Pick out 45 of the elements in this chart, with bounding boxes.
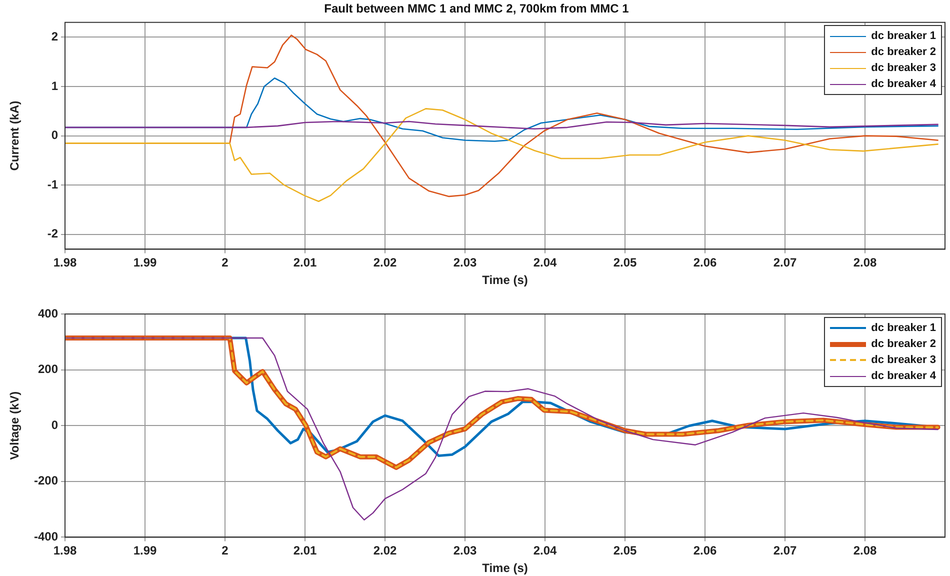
legend-label: dc breaker 2 (871, 46, 936, 58)
x-tick-label: 1.99 (133, 256, 157, 270)
x-tick-label: 2.04 (533, 256, 557, 270)
x-tick-label: 2.08 (853, 544, 877, 558)
x-tick-label: 2.01 (293, 544, 317, 558)
x-tick-label: 2 (222, 544, 229, 558)
y-tick-label: 0 (51, 128, 58, 142)
y-tick-label: -2 (47, 226, 58, 241)
y-tick-label: 1 (51, 78, 58, 93)
legend-label: dc breaker 4 (871, 78, 936, 90)
x-tick-label: 2.02 (373, 256, 397, 270)
x-tick-label: 2 (222, 256, 229, 270)
x-tick-label: 2.07 (773, 544, 797, 558)
y-axis-title: Current (kA) (8, 100, 22, 171)
x-tick-label: 2.06 (693, 256, 717, 270)
x-tick-label: 2.03 (453, 256, 477, 270)
chart-title: Fault between MMC 1 and MMC 2, 700km from MMC 1 (324, 2, 630, 16)
y-tick-label: 0 (51, 418, 58, 432)
x-tick-label: 2.01 (293, 256, 317, 270)
x-tick-label: 2.02 (373, 544, 397, 558)
x-tick-label: 2.06 (693, 544, 717, 558)
x-tick-label: 1.98 (53, 544, 77, 558)
y-axis-title: Voltage (kV) (8, 391, 22, 460)
y-tick-label: -200 (34, 474, 58, 488)
x-tick-label: 1.99 (133, 544, 157, 558)
legend-label: dc breaker 3 (871, 62, 936, 74)
y-tick-label: -400 (34, 530, 58, 544)
legend-label: dc breaker 1 (871, 322, 936, 334)
x-tick-label: 2.04 (533, 544, 557, 558)
legend-label: dc breaker 1 (871, 30, 936, 42)
legend-label: dc breaker 4 (871, 370, 936, 382)
x-tick-label: 2.07 (773, 256, 797, 270)
x-tick-label: 2.08 (853, 256, 877, 270)
y-tick-label: 400 (38, 306, 58, 320)
x-tick-label: 1.98 (53, 256, 77, 270)
y-tick-label: 2 (51, 30, 58, 44)
legend-label: dc breaker 2 (871, 338, 936, 350)
x-tick-label: 2.05 (613, 544, 637, 558)
x-tick-label: 2.05 (613, 256, 637, 270)
y-tick-label: 200 (38, 362, 58, 376)
y-tick-label: -1 (47, 177, 58, 192)
x-tick-label: 2.03 (453, 544, 477, 558)
x-axis-title: Time (s) (482, 561, 528, 576)
x-axis-title: Time (s) (482, 273, 528, 288)
legend-label: dc breaker 3 (871, 354, 936, 366)
